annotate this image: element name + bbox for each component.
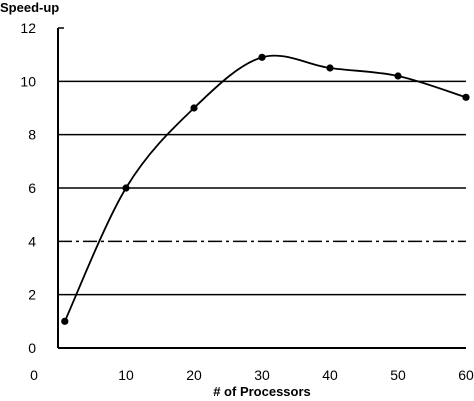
x-tick-label-20: 20 [186,367,202,383]
data-point-1 [61,317,69,325]
data-point-20 [190,104,198,112]
axes [57,28,466,349]
y-tick-label-2: 2 [28,287,36,303]
y-tick-label-0: 0 [28,340,36,356]
series [61,53,470,325]
tick-labels: 0 2 4 6 8 10 12 0 10 20 30 40 50 60 [20,20,474,383]
x-axis-title: # of Processors [213,384,311,399]
y-tick-label-8: 8 [28,127,36,143]
y-axis-title: Speed-up [0,0,59,15]
data-point-30 [258,53,266,61]
data-point-10 [122,184,130,192]
x-tick-label-10: 10 [118,367,134,383]
y-tick-label-4: 4 [28,233,36,249]
y-tick-label-12: 12 [20,20,36,36]
grid-lines [58,27,466,296]
x-tick-label-30: 30 [254,367,270,383]
x-tick-label-40: 40 [322,367,338,383]
data-point-50 [394,72,402,80]
y-tick-label-6: 6 [28,180,36,196]
x-tick-label-50: 50 [390,367,406,383]
x-tick-label-60: 60 [458,367,474,383]
data-point-40 [326,64,334,72]
data-point-60 [462,93,470,101]
x-tick-label-0: 0 [30,367,38,383]
y-tick-label-10: 10 [20,73,36,89]
